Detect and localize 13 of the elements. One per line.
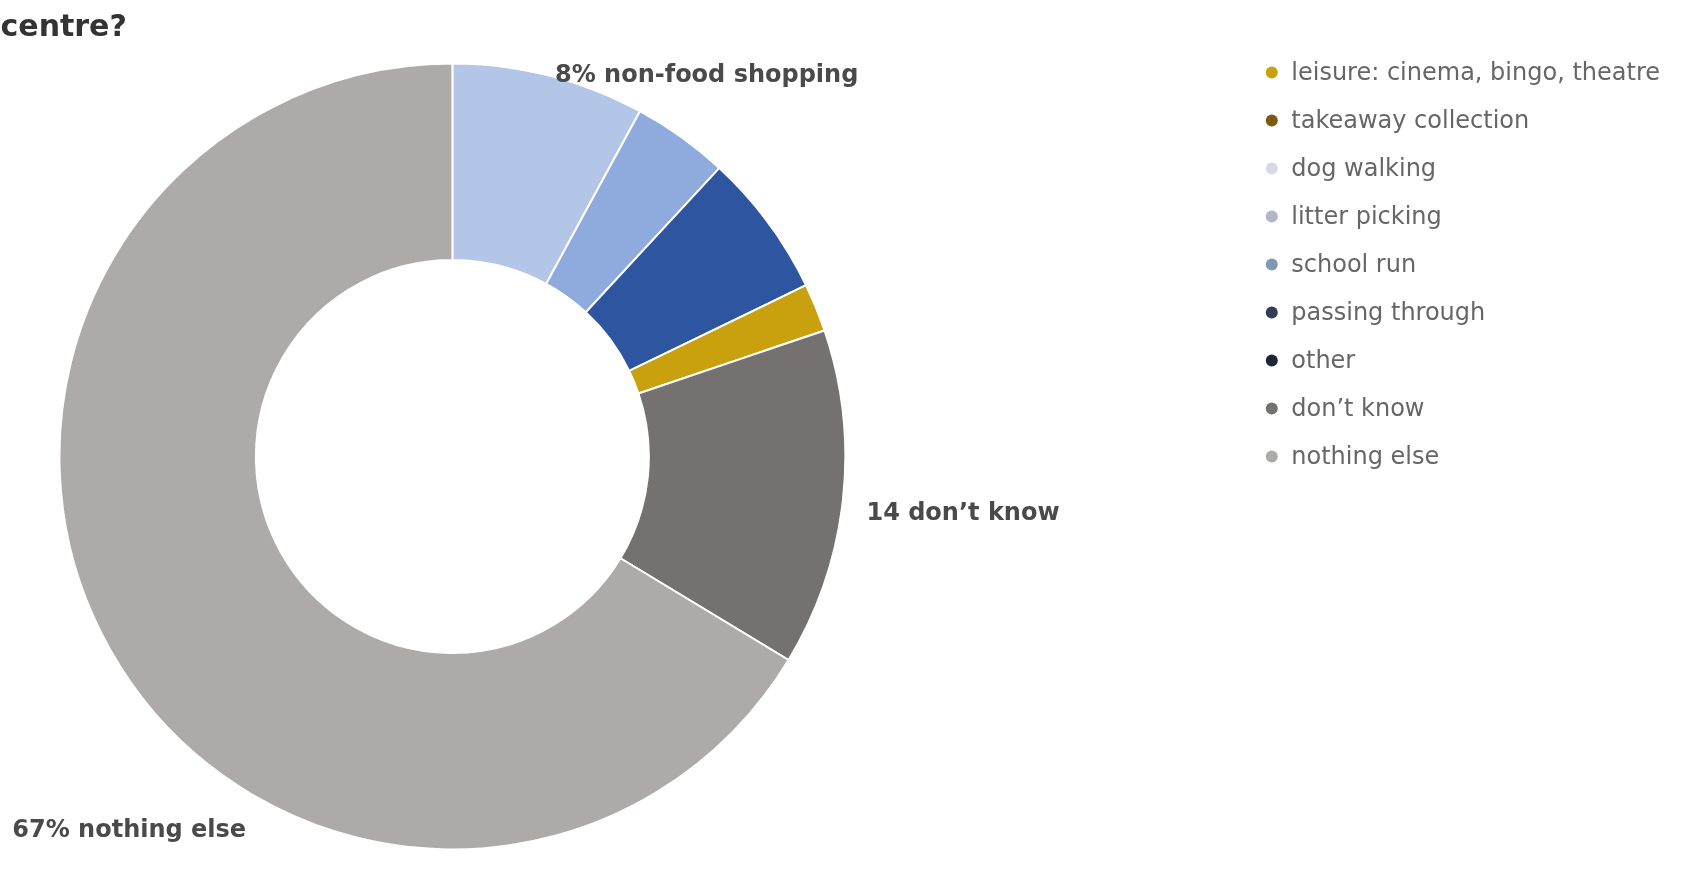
- data-label: 67% nothing else: [12, 815, 247, 844]
- data-label: 8% non-food shopping: [554, 59, 859, 88]
- legend-label: takeaway collection: [1291, 106, 1530, 134]
- legend-label: litter picking: [1291, 202, 1442, 230]
- chart-title: centre?: [0, 7, 127, 43]
- legend-label: dog walking: [1291, 154, 1437, 182]
- data-label: 14 don’t know: [866, 497, 1060, 526]
- legend-label: other: [1291, 346, 1356, 374]
- legend-label: passing through: [1291, 298, 1486, 326]
- legend-label: leisure: cinema, bingo, theatre: [1291, 58, 1660, 86]
- legend-label: nothing else: [1291, 442, 1440, 470]
- legend-label: school run: [1291, 250, 1417, 278]
- legend-label: don’t know: [1291, 394, 1425, 422]
